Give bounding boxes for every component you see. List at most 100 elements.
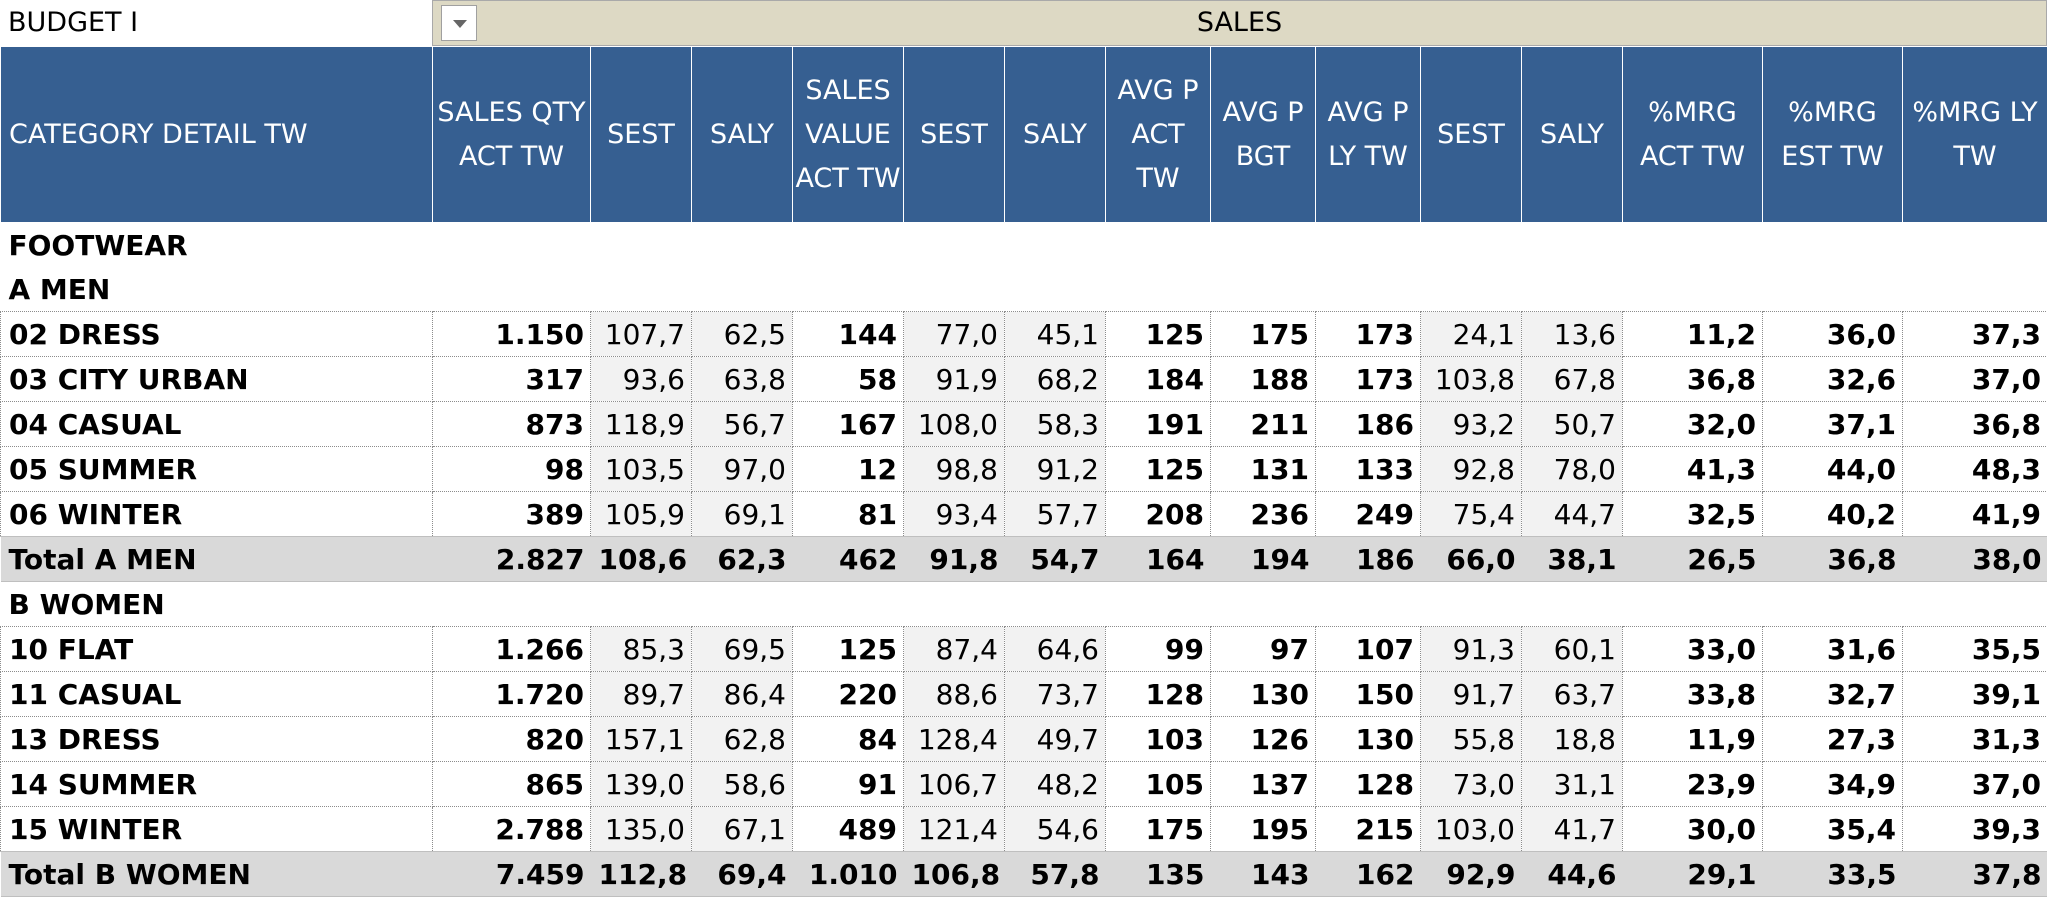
value-cell[interactable]: 33,5 xyxy=(1762,851,1903,897)
value-cell[interactable]: 45,1 xyxy=(1004,311,1106,357)
column-header[interactable]: SEST xyxy=(1420,46,1522,223)
value-cell[interactable]: 31,6 xyxy=(1762,626,1903,672)
value-cell[interactable]: 820 xyxy=(432,716,591,762)
column-header[interactable]: CATEGORY DETAIL TW xyxy=(0,46,433,223)
value-cell[interactable]: 98,8 xyxy=(903,446,1005,492)
value-cell[interactable]: 131 xyxy=(1210,446,1316,492)
value-cell[interactable]: 87,4 xyxy=(903,626,1005,672)
value-cell[interactable]: 85,3 xyxy=(590,626,692,672)
value-cell[interactable]: 57,8 xyxy=(1004,851,1106,897)
value-cell[interactable]: 167 xyxy=(792,401,904,447)
value-cell[interactable]: 91,9 xyxy=(903,356,1005,402)
value-cell[interactable]: 38,0 xyxy=(1902,536,2047,582)
value-cell[interactable]: 108,0 xyxy=(903,401,1005,447)
value-cell[interactable]: 1.266 xyxy=(432,626,591,672)
value-cell[interactable]: 77,0 xyxy=(903,311,1005,357)
value-cell[interactable]: 133 xyxy=(1315,446,1421,492)
value-cell[interactable]: 30,0 xyxy=(1622,806,1763,852)
value-cell[interactable]: 92,9 xyxy=(1420,851,1522,897)
value-cell[interactable]: 125 xyxy=(792,626,904,672)
value-cell[interactable]: 215 xyxy=(1315,806,1421,852)
value-cell[interactable]: 106,7 xyxy=(903,761,1005,807)
value-cell[interactable]: 24,1 xyxy=(1420,311,1522,357)
value-cell[interactable]: 35,5 xyxy=(1902,626,2047,672)
row-label-cell[interactable]: 15 WINTER xyxy=(0,806,433,852)
value-cell[interactable]: 135 xyxy=(1105,851,1211,897)
value-cell[interactable]: 62,5 xyxy=(691,311,793,357)
value-cell[interactable]: 128 xyxy=(1315,761,1421,807)
value-cell[interactable]: 49,7 xyxy=(1004,716,1106,762)
value-cell[interactable]: 73,7 xyxy=(1004,671,1106,717)
value-cell[interactable]: 63,7 xyxy=(1521,671,1623,717)
value-cell[interactable]: 27,3 xyxy=(1762,716,1903,762)
column-header[interactable]: SEST xyxy=(590,46,692,223)
value-cell[interactable]: 81 xyxy=(792,491,904,537)
value-cell[interactable]: 48,2 xyxy=(1004,761,1106,807)
value-cell[interactable]: 188 xyxy=(1210,356,1316,402)
value-cell[interactable]: 36,0 xyxy=(1762,311,1903,357)
value-cell[interactable]: 33,8 xyxy=(1622,671,1763,717)
section-label[interactable]: B WOMEN xyxy=(8,587,165,621)
value-cell[interactable]: 873 xyxy=(432,401,591,447)
value-cell[interactable]: 462 xyxy=(792,536,904,582)
value-cell[interactable]: 135,0 xyxy=(590,806,692,852)
value-cell[interactable]: 139,0 xyxy=(590,761,692,807)
value-cell[interactable]: 11,2 xyxy=(1622,311,1763,357)
column-header[interactable]: SALY xyxy=(1521,46,1623,223)
value-cell[interactable]: 18,8 xyxy=(1521,716,1623,762)
value-cell[interactable]: 317 xyxy=(432,356,591,402)
value-cell[interactable]: 175 xyxy=(1105,806,1211,852)
value-cell[interactable]: 97,0 xyxy=(691,446,793,492)
value-cell[interactable]: 44,0 xyxy=(1762,446,1903,492)
value-cell[interactable]: 208 xyxy=(1105,491,1211,537)
value-cell[interactable]: 60,1 xyxy=(1521,626,1623,672)
value-cell[interactable]: 121,4 xyxy=(903,806,1005,852)
value-cell[interactable]: 69,1 xyxy=(691,491,793,537)
column-header[interactable]: AVG P ACT TW xyxy=(1105,46,1211,223)
value-cell[interactable]: 11,9 xyxy=(1622,716,1763,762)
value-cell[interactable]: 62,3 xyxy=(691,536,793,582)
value-cell[interactable]: 12 xyxy=(792,446,904,492)
value-cell[interactable]: 118,9 xyxy=(590,401,692,447)
value-cell[interactable]: 63,8 xyxy=(691,356,793,402)
value-cell[interactable]: 57,7 xyxy=(1004,491,1106,537)
row-label-cell[interactable]: 05 SUMMER xyxy=(0,446,433,492)
value-cell[interactable]: 112,8 xyxy=(590,851,692,897)
value-cell[interactable]: 130 xyxy=(1210,671,1316,717)
value-cell[interactable]: 23,9 xyxy=(1622,761,1763,807)
value-cell[interactable]: 103 xyxy=(1105,716,1211,762)
value-cell[interactable]: 50,7 xyxy=(1521,401,1623,447)
row-label-cell[interactable]: Total B WOMEN xyxy=(0,851,433,897)
value-cell[interactable]: 37,0 xyxy=(1902,761,2047,807)
column-header[interactable]: %MRG EST TW xyxy=(1762,46,1903,223)
value-cell[interactable]: 91,3 xyxy=(1420,626,1522,672)
value-cell[interactable]: 103,8 xyxy=(1420,356,1522,402)
value-cell[interactable]: 29,1 xyxy=(1622,851,1763,897)
value-cell[interactable]: 128,4 xyxy=(903,716,1005,762)
value-cell[interactable]: 103,5 xyxy=(590,446,692,492)
value-cell[interactable]: 128 xyxy=(1105,671,1211,717)
value-cell[interactable]: 41,9 xyxy=(1902,491,2047,537)
value-cell[interactable]: 126 xyxy=(1210,716,1316,762)
value-cell[interactable]: 32,0 xyxy=(1622,401,1763,447)
value-cell[interactable]: 34,9 xyxy=(1762,761,1903,807)
value-cell[interactable]: 54,6 xyxy=(1004,806,1106,852)
value-cell[interactable]: 58 xyxy=(792,356,904,402)
value-cell[interactable]: 105,9 xyxy=(590,491,692,537)
value-cell[interactable]: 91,2 xyxy=(1004,446,1106,492)
value-cell[interactable]: 125 xyxy=(1105,446,1211,492)
column-header[interactable]: SALY xyxy=(691,46,793,223)
value-cell[interactable]: 106,8 xyxy=(903,851,1005,897)
value-cell[interactable]: 130 xyxy=(1315,716,1421,762)
value-cell[interactable]: 69,5 xyxy=(691,626,793,672)
value-cell[interactable]: 389 xyxy=(432,491,591,537)
row-label-cell[interactable]: 11 CASUAL xyxy=(0,671,433,717)
value-cell[interactable]: 68,2 xyxy=(1004,356,1106,402)
value-cell[interactable]: 67,1 xyxy=(691,806,793,852)
value-cell[interactable]: 54,7 xyxy=(1004,536,1106,582)
value-cell[interactable]: 64,6 xyxy=(1004,626,1106,672)
value-cell[interactable]: 41,7 xyxy=(1521,806,1623,852)
value-cell[interactable]: 31,1 xyxy=(1521,761,1623,807)
value-cell[interactable]: 105 xyxy=(1105,761,1211,807)
value-cell[interactable]: 489 xyxy=(792,806,904,852)
